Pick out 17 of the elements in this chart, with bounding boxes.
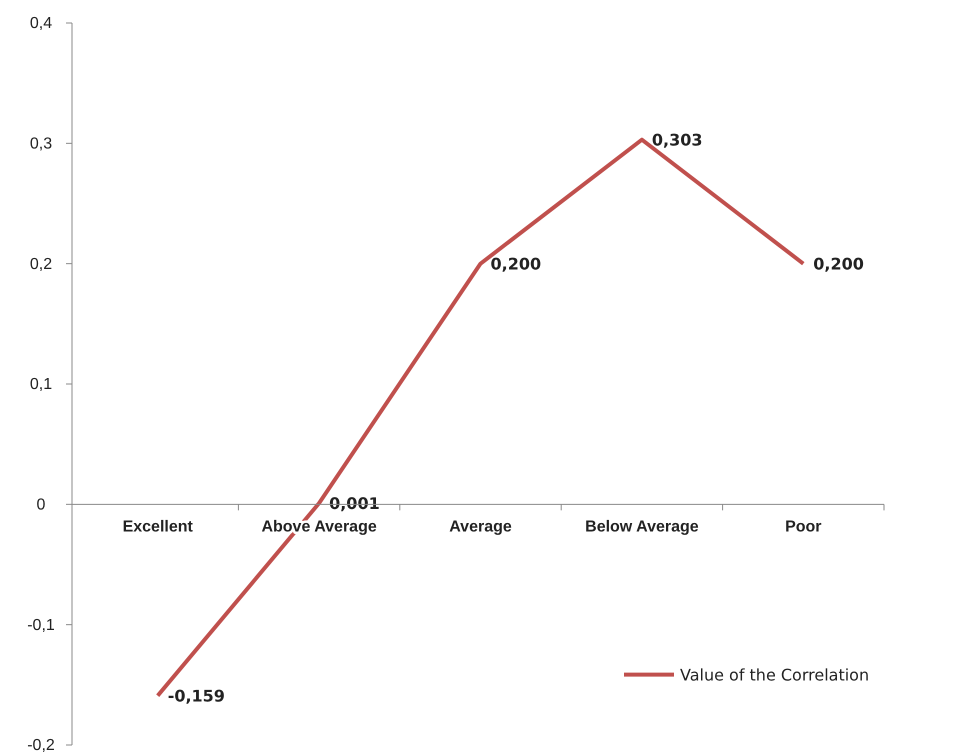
x-tick-label: Excellent (122, 518, 194, 536)
x-tick-label: Below Average (585, 518, 699, 536)
x-tick-label: Average (449, 518, 512, 536)
data-label: 0,200 (813, 254, 864, 274)
y-tick-label: -0,2 (27, 737, 55, 754)
data-label: 0,303 (652, 130, 703, 150)
data-label: 0,200 (490, 254, 542, 274)
y-tick-label: 0,2 (30, 256, 52, 273)
y-tick-label: 0,1 (30, 376, 52, 394)
data-label: -0,159 (168, 686, 225, 706)
y-tick-label: -0,1 (27, 616, 55, 634)
x-tick-label: Poor (785, 518, 822, 536)
legend-label: Value of the Correlation (680, 666, 870, 685)
y-tick-label: 0,4 (30, 15, 52, 32)
y-tick-label: 0 (36, 496, 46, 514)
data-label: 0,001 (329, 494, 380, 514)
y-tick-label: 0,3 (30, 135, 52, 152)
